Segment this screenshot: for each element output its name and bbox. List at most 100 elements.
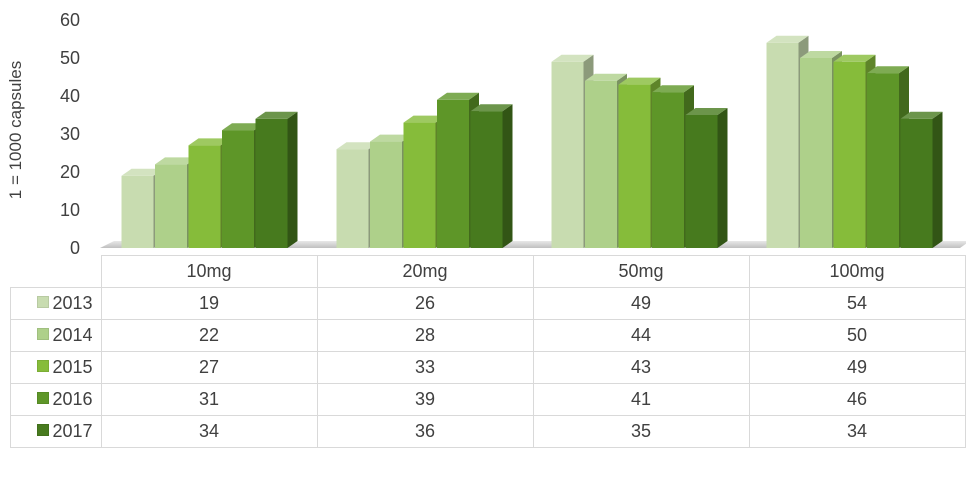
bar-front [336,149,369,248]
legend-entry-2017: 2017 [10,415,102,448]
bar-top [685,108,728,115]
bar-top [900,111,943,119]
data-label-2015-10mg: 27 [100,351,318,384]
bar-top [121,168,164,176]
bar-2017-50mg [685,108,728,248]
bar-front [370,141,402,248]
bar-front [222,130,254,248]
data-label-2013-10mg: 19 [100,287,318,320]
bar-front [470,111,503,248]
table-row: 2015 27 33 43 49 [10,351,966,384]
bar-front [551,61,584,248]
legend-entry-2013: 2013 [10,287,102,320]
data-label-2013-50mg: 49 [532,287,750,320]
legend-label: 2015 [52,357,93,377]
data-table: 10mg 20mg 50mg 100mg 2013 19 26 49 54 2014 22 28 44… [10,255,966,448]
bar-top [551,54,594,62]
data-label-2017-50mg: 35 [532,415,750,448]
data-label-2016-10mg: 31 [100,383,318,416]
bar-front [618,84,651,248]
bar-top [470,104,513,112]
data-label-2017-10mg: 34 [100,415,318,448]
data-label-2013-100mg: 54 [748,287,966,320]
legend-entry-2016: 2016 [10,383,102,416]
legend-swatch [37,328,50,340]
bar-top [403,115,446,123]
bar-side [287,111,298,248]
y-axis-label-wrap: 1 = 1000 capsules [2,30,30,230]
data-label-2017-20mg: 36 [316,415,534,448]
bar-top [800,51,842,58]
bar-front [188,145,221,248]
bar-front [155,164,187,248]
legend-swatch [37,296,50,308]
data-label-2014-10mg: 22 [100,319,318,352]
bar-front [121,175,154,248]
bar-top [585,73,627,81]
category-label-10mg: 10mg [100,255,318,288]
bar-2016-50mg [652,85,694,248]
data-table-header: 10mg 20mg 50mg 100mg [10,255,966,288]
bar-front [867,73,899,248]
legend-label: 2013 [52,293,93,313]
bar-top [437,92,479,100]
data-label-2015-50mg: 43 [532,351,750,384]
bar-top [255,111,298,119]
y-tick-label: 0 [70,238,80,258]
bar-top [222,123,264,131]
legend-label: 2017 [52,421,93,441]
bar-side [932,111,943,248]
bar-front [900,118,933,248]
bar-front [652,92,684,248]
y-tick-label: 30 [60,124,80,144]
table-row: 2014 22 28 44 50 [10,319,966,352]
legend-label: 2014 [52,325,93,345]
data-label-2016-20mg: 39 [316,383,534,416]
bar-side [502,104,513,248]
data-label-2016-50mg: 41 [532,383,750,416]
bar-top [618,77,661,85]
y-tick-label: 50 [60,48,80,68]
legend-swatch [37,360,50,372]
chart-floor [100,241,966,248]
category-label-50mg: 50mg [532,255,750,288]
bar-top [652,85,694,93]
data-table-corner [10,255,102,288]
bar-front [685,115,718,248]
bar-front [585,80,617,248]
bar-top [370,134,412,142]
data-label-2015-100mg: 49 [748,351,966,384]
bar-top [188,138,231,146]
table-row: 2016 31 39 41 46 [10,383,966,416]
data-label-2014-100mg: 50 [748,319,966,352]
legend-swatch [37,392,50,404]
bar-chart: 0 10 20 30 40 50 60 [60,10,966,258]
bar-front [766,42,799,248]
bar-front [437,99,469,248]
data-label-2014-50mg: 44 [532,319,750,352]
data-label-2017-100mg: 34 [748,415,966,448]
y-tick-label: 60 [60,10,80,30]
bar-top [336,142,379,150]
bar-front [403,122,436,248]
data-label-2013-20mg: 26 [316,287,534,320]
bar-top [766,35,809,43]
legend-entry-2015: 2015 [10,351,102,384]
bar-front [255,118,288,248]
legend-label: 2016 [52,389,93,409]
bar-top [867,66,909,74]
y-axis-label: 1 = 1000 capsules [6,60,25,200]
bar-front [800,58,832,248]
bar-side [717,108,728,248]
bar-2017-20mg [470,104,513,248]
legend-swatch [37,424,50,436]
bar-top [155,157,197,165]
data-label-2015-20mg: 33 [316,351,534,384]
category-label-20mg: 20mg [316,255,534,288]
y-tick-label: 20 [60,162,80,182]
bar-top [833,54,876,62]
bar-2017-100mg [900,111,943,248]
table-row: 2017 34 36 35 34 [10,415,966,448]
category-label-100mg: 100mg [748,255,966,288]
y-tick-label: 10 [60,200,80,220]
